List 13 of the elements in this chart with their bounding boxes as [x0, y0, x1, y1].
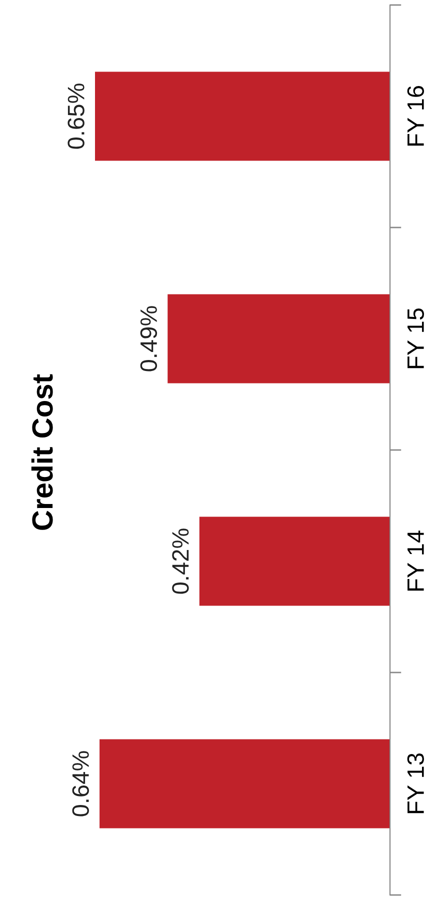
- data-label: 0.64%: [72, 751, 89, 816]
- bar: [95, 72, 390, 161]
- data-label: 0.42%: [172, 528, 189, 594]
- y-tick-label: FY 16: [407, 86, 424, 146]
- bar: [168, 294, 390, 384]
- y-tick-label: FY 15: [408, 308, 424, 368]
- y-tick-label: FY 14: [408, 530, 424, 591]
- bar: [199, 516, 390, 606]
- data-label: 0.49%: [140, 306, 158, 372]
- bar: [100, 739, 390, 828]
- y-tick-label: FY 13: [407, 753, 424, 814]
- data-label: 0.65%: [68, 84, 84, 149]
- text: Credit Cost: [31, 374, 53, 530]
